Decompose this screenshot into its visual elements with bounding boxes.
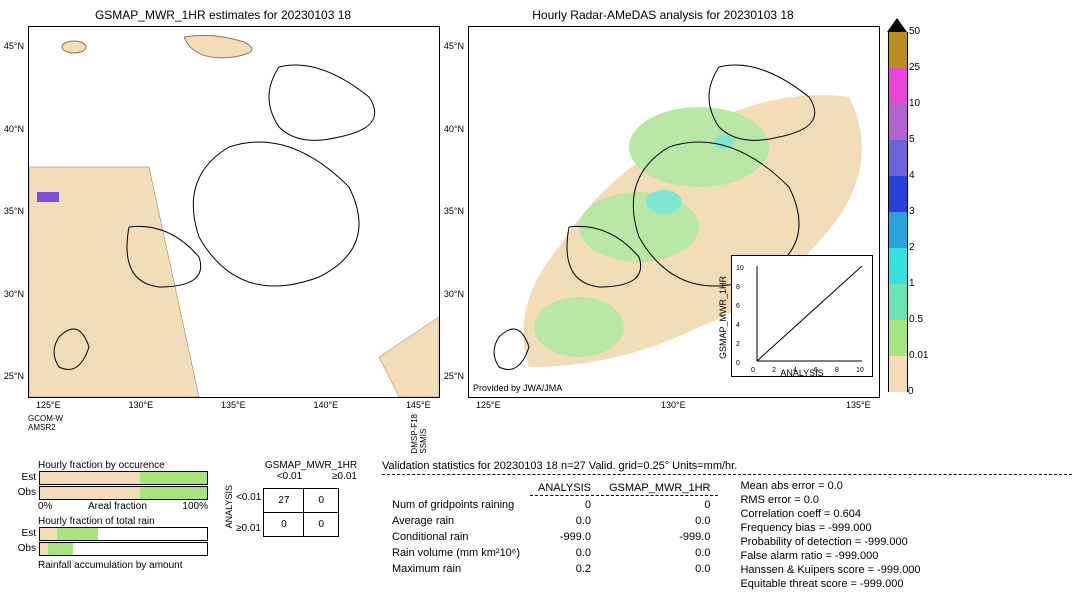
colorbar-segment: 0.01 bbox=[888, 356, 908, 392]
cont-table: 270 00 bbox=[263, 488, 339, 537]
axis-tick: 45°N bbox=[4, 41, 24, 51]
occ-x0: 0% bbox=[38, 501, 52, 512]
cont-rh1: <0.01 bbox=[236, 492, 261, 503]
fraction-bar: Est bbox=[8, 471, 208, 485]
axis-tick: 40°N bbox=[444, 124, 464, 134]
fraction-panel: Hourly fraction by occurence EstObs 0% A… bbox=[8, 460, 208, 571]
stats-ch2: GSMAP_MWR_1HR bbox=[601, 481, 718, 496]
colorbar-segment: 3 bbox=[888, 212, 908, 248]
cont-01: 0 bbox=[304, 489, 339, 513]
stats-line: Mean abs error = 0.0 bbox=[740, 479, 920, 493]
colorbar-segment: 1 bbox=[888, 284, 908, 320]
fraction-bar: Obs bbox=[8, 486, 208, 500]
fraction-bar: Est bbox=[8, 527, 208, 541]
colorbar-segment: 4 bbox=[888, 176, 908, 212]
stats-line: Equitable threat score = -999.000 bbox=[740, 577, 920, 591]
acc-title: Rainfall accumulation by amount bbox=[38, 560, 208, 571]
colorbar-segment: 10 bbox=[888, 104, 908, 140]
axis-tick: 135°E bbox=[221, 400, 246, 410]
left-map-svg bbox=[29, 27, 439, 397]
right-map-panel: Hourly Radar-AMeDAS analysis for 2023010… bbox=[448, 8, 878, 412]
left-map-title: GSMAP_MWR_1HR estimates for 20230103 18 bbox=[8, 8, 438, 22]
axis-tick: 125°E bbox=[36, 400, 61, 410]
occ-xlabel: Areal fraction bbox=[88, 501, 147, 512]
cont-ch2: ≥0.01 bbox=[317, 471, 372, 482]
stats-line: Probability of detection = -999.000 bbox=[740, 535, 920, 549]
top-row: GSMAP_MWR_1HR estimates for 20230103 18 bbox=[8, 8, 1072, 454]
colorbar: 502510543210.50.010 bbox=[888, 18, 908, 403]
provider-label: Provided by JWA/JMA bbox=[473, 383, 562, 393]
axis-tick: 25°N bbox=[4, 371, 24, 381]
colorbar-segment: 50 bbox=[888, 32, 908, 68]
axis-tick: 135°E bbox=[846, 400, 871, 410]
stats-row: Average rain0.00.0 bbox=[384, 514, 718, 528]
axis-tick: 130°E bbox=[661, 400, 686, 410]
axis-tick: 30°N bbox=[444, 289, 464, 299]
stats-row: Conditional rain-999.0-999.0 bbox=[384, 530, 718, 544]
stats-left: ANALYSISGSMAP_MWR_1HR Num of gridpoints … bbox=[382, 479, 720, 591]
axis-tick: 30°N bbox=[4, 289, 24, 299]
axis-tick: 140°E bbox=[314, 400, 339, 410]
stats-line: RMS error = 0.0 bbox=[740, 493, 920, 507]
stats-title: Validation statistics for 20230103 18 n=… bbox=[382, 460, 1072, 475]
axis-tick: 145°E bbox=[406, 400, 431, 410]
stats-ch1: ANALYSIS bbox=[530, 481, 599, 496]
stats-right: Mean abs error = 0.0RMS error = 0.0Corre… bbox=[740, 479, 920, 591]
axis-tick: 125°E bbox=[476, 400, 501, 410]
stats-row: Rain volume (mm km²10⁶)0.00.0 bbox=[384, 546, 718, 560]
colorbar-segment: 2 bbox=[888, 248, 908, 284]
fraction-bar: Obs bbox=[8, 542, 208, 556]
cont-10: 0 bbox=[264, 513, 304, 537]
axis-tick: 25°N bbox=[444, 371, 464, 381]
inset-scatter: ANALYSIS GSMAP_MWR_1HR 00224466881010 bbox=[731, 255, 873, 377]
cont-col-title: GSMAP_MWR_1HR bbox=[250, 460, 372, 471]
colorbar-segment: 0.5 bbox=[888, 320, 908, 356]
tot-title: Hourly fraction of total rain bbox=[38, 516, 208, 527]
left-map bbox=[28, 26, 440, 398]
cont-ch1: <0.01 bbox=[262, 471, 317, 482]
occ-title: Hourly fraction by occurence bbox=[38, 460, 208, 471]
cont-row-title: ANALYSIS bbox=[224, 485, 234, 528]
stats-line: Correlation coeff = 0.604 bbox=[740, 507, 920, 521]
cont-11: 0 bbox=[304, 513, 339, 537]
left-footer-right: DMSP-F18 SSMIS bbox=[410, 414, 428, 454]
stats-panel: Validation statistics for 20230103 18 n=… bbox=[382, 460, 1072, 591]
cont-00: 27 bbox=[264, 489, 304, 513]
left-footer-left: GCOM-W AMSR2 bbox=[28, 414, 63, 454]
stats-row: Maximum rain0.20.0 bbox=[384, 562, 718, 576]
stats-line: Hanssen & Kuipers score = -999.000 bbox=[740, 563, 920, 577]
bottom-row: Hourly fraction by occurence EstObs 0% A… bbox=[8, 460, 1072, 591]
cont-rh2: ≥0.01 bbox=[236, 523, 261, 534]
stats-line: Frequency bias = -999.000 bbox=[740, 521, 920, 535]
axis-tick: 45°N bbox=[444, 41, 464, 51]
contingency-panel: GSMAP_MWR_1HR ANALYSIS <0.01 ≥0.01 <0.01… bbox=[224, 460, 372, 544]
inset-ylabel: GSMAP_MWR_1HR bbox=[718, 276, 728, 359]
left-map-panel: GSMAP_MWR_1HR estimates for 20230103 18 bbox=[8, 8, 438, 454]
right-map: ANALYSIS GSMAP_MWR_1HR 00224466881010 Pr… bbox=[468, 26, 880, 398]
axis-tick: 130°E bbox=[129, 400, 154, 410]
stats-row: Num of gridpoints raining00 bbox=[384, 498, 718, 512]
colorbar-segment: 25 bbox=[888, 68, 908, 104]
colorbar-arrow bbox=[887, 18, 907, 32]
occ-x1: 100% bbox=[182, 501, 208, 512]
axis-tick: 35°N bbox=[4, 206, 24, 216]
right-map-title: Hourly Radar-AMeDAS analysis for 2023010… bbox=[448, 8, 878, 22]
stats-line: False alarm ratio = -999.000 bbox=[740, 549, 920, 563]
colorbar-segment: 5 bbox=[888, 140, 908, 176]
axis-tick: 35°N bbox=[444, 206, 464, 216]
axis-tick: 40°N bbox=[4, 124, 24, 134]
